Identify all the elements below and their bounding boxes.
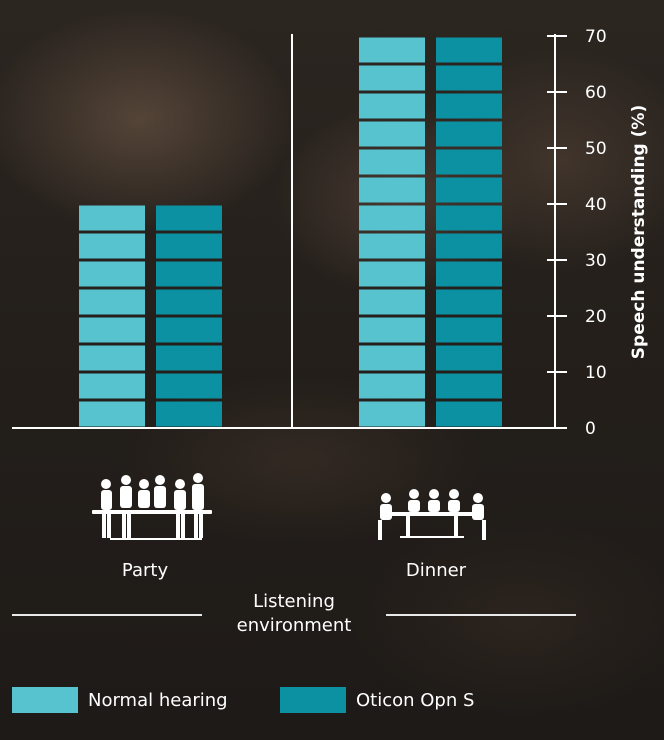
legend-item-normal-hearing: Normal hearing bbox=[12, 686, 228, 714]
legend-swatch-normal-hearing bbox=[12, 687, 78, 713]
bar-segment bbox=[436, 37, 502, 63]
y-tick-label-60: 60 bbox=[585, 83, 607, 103]
bar-segment bbox=[156, 401, 222, 427]
x-axis-title-rule-left bbox=[12, 614, 202, 616]
y-tick-label-10: 10 bbox=[585, 363, 607, 383]
y-tick-label-70: 70 bbox=[585, 27, 607, 47]
bar-segment bbox=[436, 289, 502, 315]
bar-segment bbox=[436, 205, 502, 231]
y-tick-label-0: 0 bbox=[585, 419, 596, 439]
bar-segment bbox=[436, 233, 502, 259]
x-axis-title: Listening environment bbox=[236, 591, 352, 636]
bar-segment bbox=[359, 149, 425, 175]
bar-segment bbox=[436, 65, 502, 91]
category-label-party: Party bbox=[121, 560, 169, 581]
legend-item-oticon-opn-s: Oticon Opn S bbox=[280, 686, 474, 714]
y-tick-label-30: 30 bbox=[585, 251, 607, 271]
bar-segment bbox=[359, 37, 425, 63]
bar-segment bbox=[79, 345, 145, 371]
bar-segment bbox=[359, 289, 425, 315]
bar-segment bbox=[436, 401, 502, 427]
bar-segment bbox=[359, 93, 425, 119]
bar-segment bbox=[79, 373, 145, 399]
bar-segment bbox=[436, 93, 502, 119]
category-label-dinner: Dinner bbox=[405, 560, 467, 581]
bar-segment bbox=[436, 177, 502, 203]
x-axis-title-rule-right bbox=[386, 614, 576, 616]
bar-segment bbox=[79, 233, 145, 259]
y-axis-label: Speech understanding (%) bbox=[629, 105, 649, 359]
bar-segment bbox=[359, 317, 425, 343]
bar-segment bbox=[359, 261, 425, 287]
bar-segment bbox=[436, 261, 502, 287]
bar-segment bbox=[156, 289, 222, 315]
bar-dinner-oticon-opn-s bbox=[436, 37, 502, 427]
bar-segment bbox=[156, 205, 222, 231]
y-tick-label-20: 20 bbox=[585, 307, 607, 327]
party-people-icon bbox=[90, 470, 214, 548]
bar-segment bbox=[156, 233, 222, 259]
bar-segment bbox=[79, 401, 145, 427]
bar-segment bbox=[156, 345, 222, 371]
bar-dinner-normal-hearing bbox=[359, 37, 425, 427]
y-tick-label-50: 50 bbox=[585, 139, 607, 159]
bar-segment bbox=[436, 317, 502, 343]
legend-label-normal-hearing: Normal hearing bbox=[88, 689, 228, 711]
bar-segment bbox=[436, 373, 502, 399]
bar-segment bbox=[359, 345, 425, 371]
bar-party-normal-hearing bbox=[79, 205, 145, 427]
bar-segment bbox=[436, 121, 502, 147]
bar-segment bbox=[436, 345, 502, 371]
bar-segment bbox=[79, 261, 145, 287]
bar-segment bbox=[79, 289, 145, 315]
legend-label-oticon-opn-s: Oticon Opn S bbox=[356, 689, 475, 711]
bar-segment bbox=[359, 373, 425, 399]
legend-swatch-oticon-opn-s bbox=[280, 687, 346, 713]
bar-segment bbox=[359, 401, 425, 427]
bar-segment bbox=[156, 261, 222, 287]
bar-segment bbox=[359, 177, 425, 203]
bar-segment bbox=[156, 317, 222, 343]
bar-segment bbox=[359, 233, 425, 259]
bar-segment bbox=[359, 121, 425, 147]
y-tick-label-40: 40 bbox=[585, 195, 607, 215]
bar-segment bbox=[436, 149, 502, 175]
bar-segment bbox=[359, 65, 425, 91]
dinner-table-icon bbox=[376, 486, 488, 546]
bar-segment bbox=[359, 205, 425, 231]
bar-segment bbox=[79, 205, 145, 231]
bar-segment bbox=[156, 373, 222, 399]
bar-segment bbox=[79, 317, 145, 343]
bar-party-oticon-opn-s bbox=[156, 205, 222, 427]
